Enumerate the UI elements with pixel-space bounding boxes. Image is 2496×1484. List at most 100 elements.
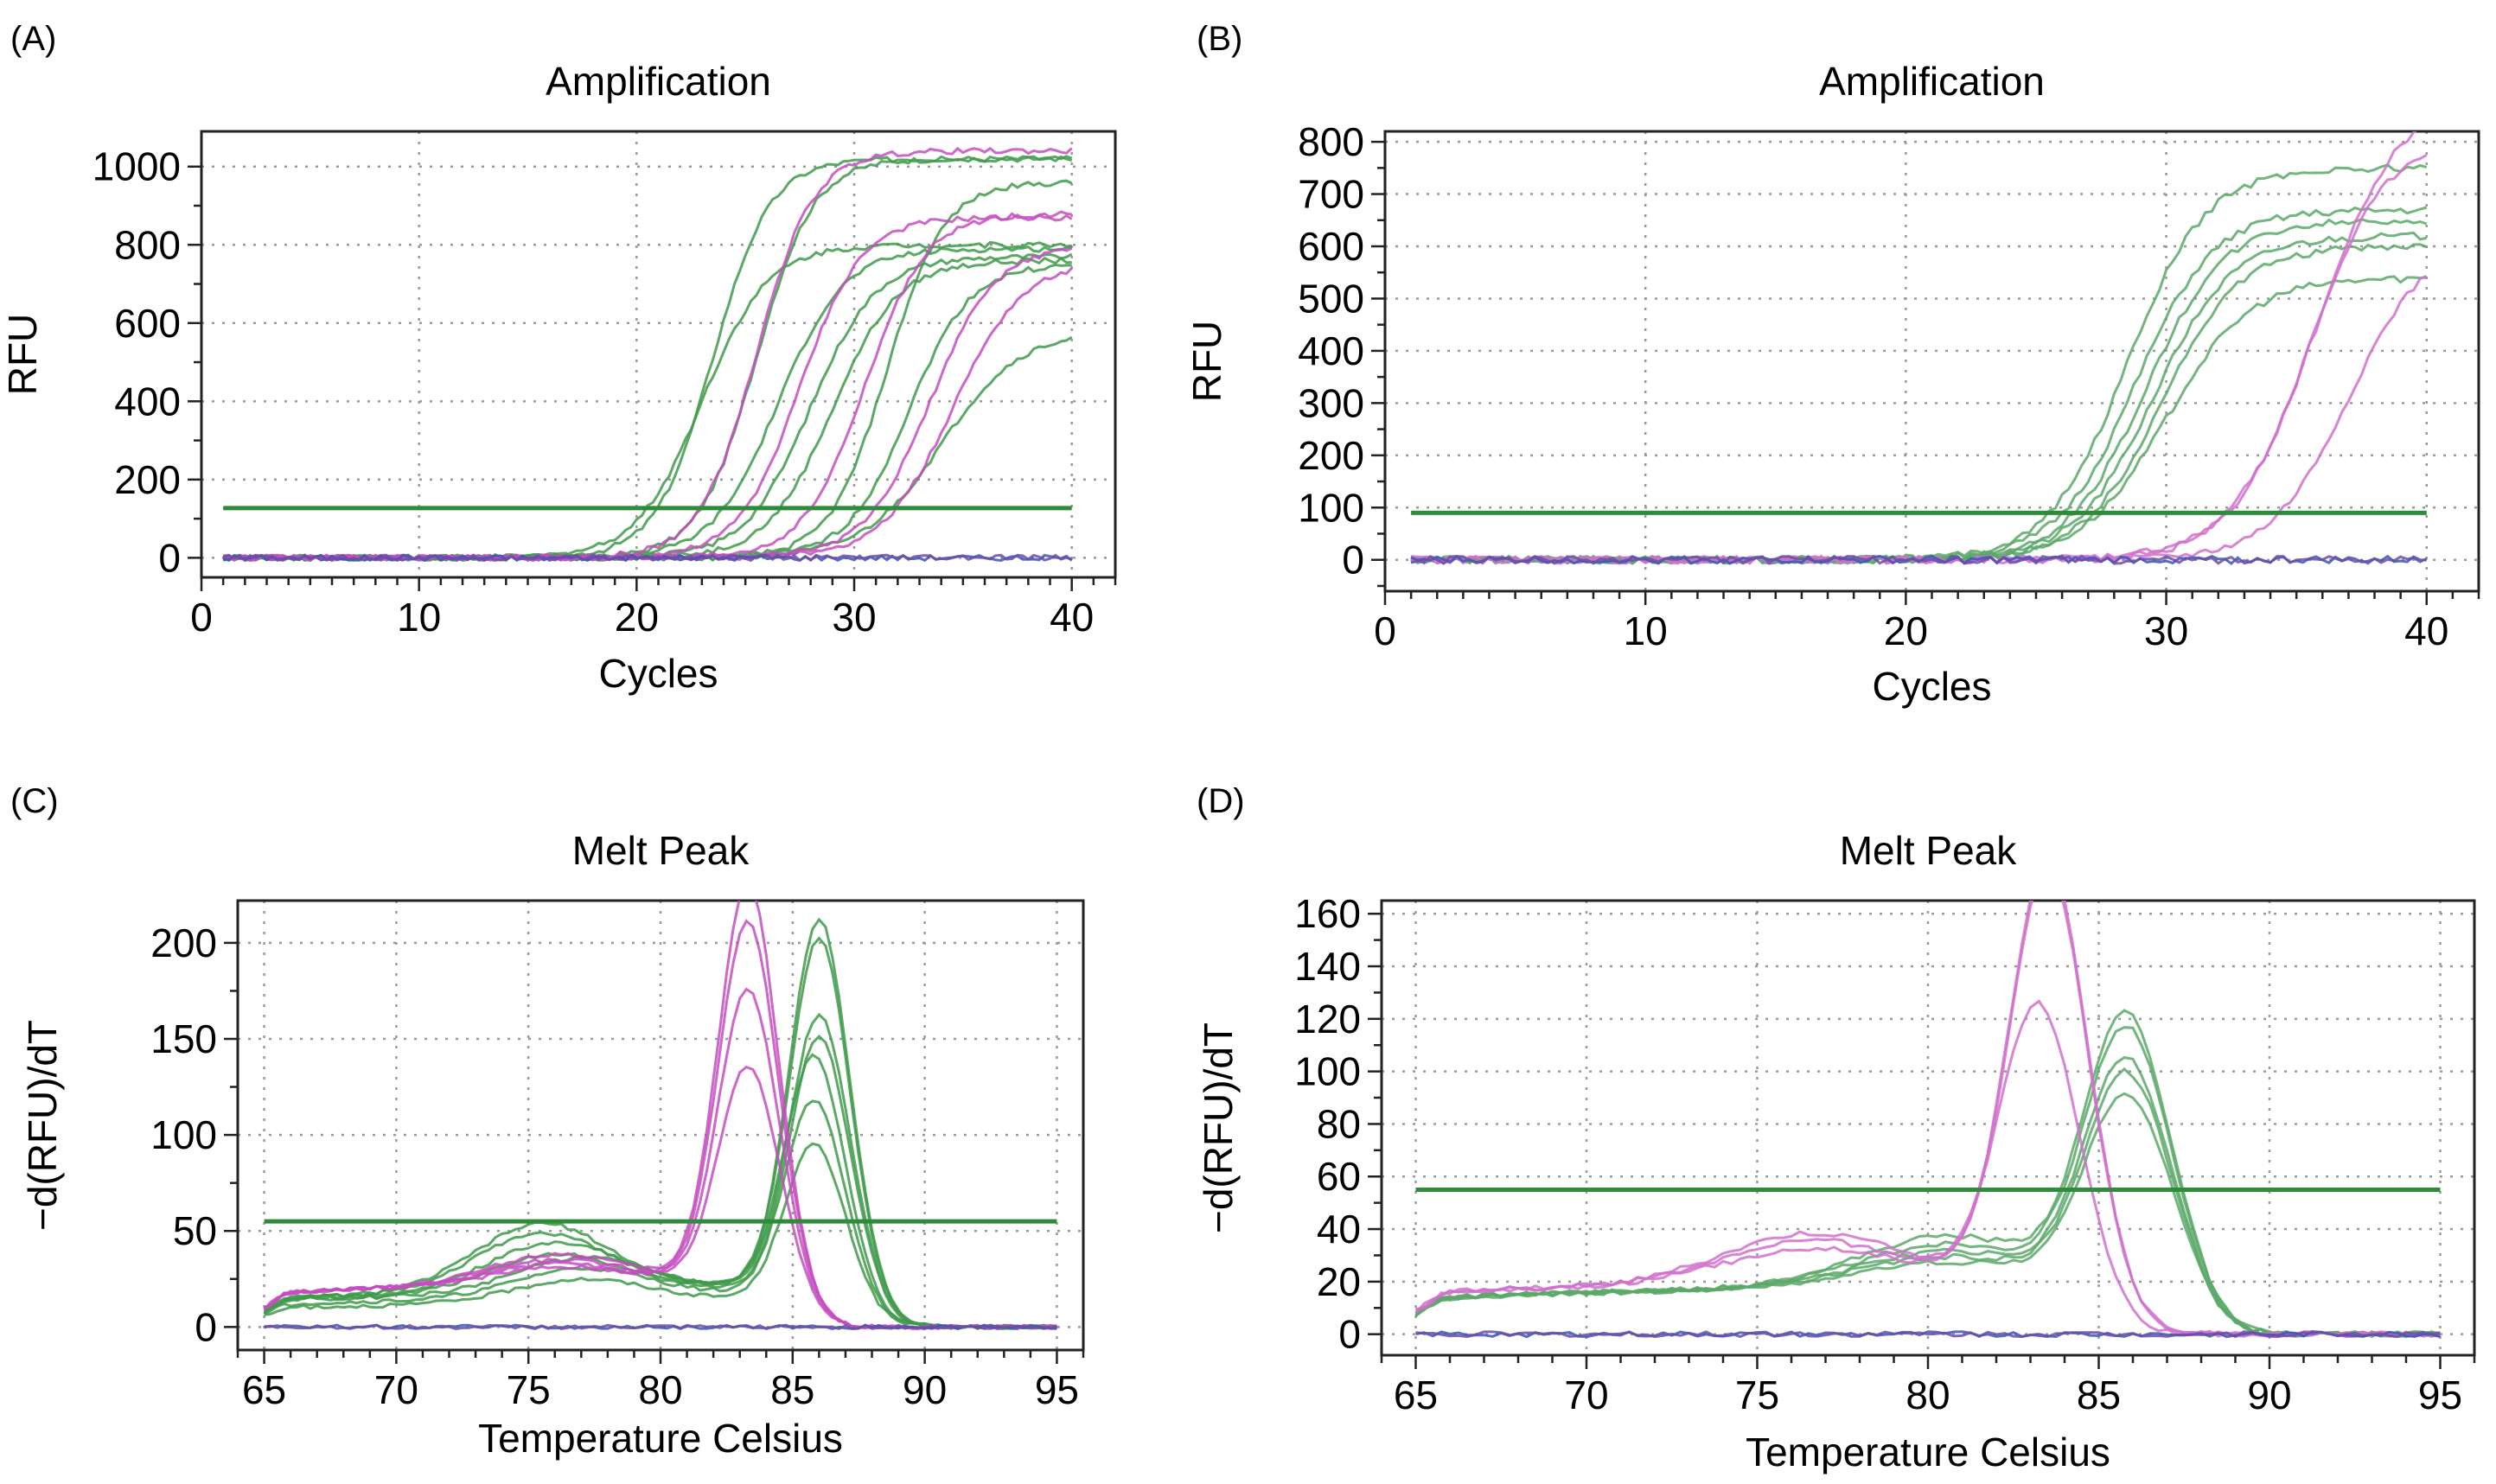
series-line-magenta-1 (1410, 131, 2417, 565)
x-tick-label: 90 (2247, 1373, 2291, 1417)
plot-frame (1383, 130, 2480, 593)
series-line-green-6 (1410, 275, 2427, 565)
y-tick-label: 400 (114, 379, 181, 424)
series-line-green-1 (1410, 163, 2428, 565)
y-tick-label: 500 (1298, 276, 1364, 321)
y-tick-label: 150 (150, 1016, 217, 1061)
x-axis-label: Cycles (1872, 664, 1991, 709)
series-line-green-8 (223, 263, 1072, 563)
y-tick-label: 120 (1294, 997, 1361, 1041)
series-line-negative-2 (264, 1323, 1057, 1331)
panel-label: (D) (1197, 782, 1245, 820)
y-tick-label: 0 (195, 1304, 217, 1349)
y-tick-label: 50 (173, 1208, 217, 1253)
x-tick-label: 30 (832, 595, 876, 640)
y-axis-label: RFU (0, 314, 45, 396)
x-tick-label: 20 (1884, 608, 1928, 653)
series-line-magenta-3 (1414, 999, 2441, 1338)
y-tick-label: 160 (1294, 891, 1361, 936)
x-tick-label: 70 (374, 1367, 418, 1412)
y-tick-label: 100 (1294, 1049, 1361, 1094)
series-group (263, 901, 1057, 1331)
x-tick-label: 90 (903, 1367, 947, 1412)
chart-title: Melt Peak (1840, 828, 2018, 873)
x-tick-label: 65 (242, 1367, 286, 1412)
y-tick-label: 140 (1294, 944, 1361, 989)
x-tick-label: 10 (1624, 608, 1668, 653)
y-tick-label: 0 (1338, 1312, 1361, 1357)
series-line-green-5 (222, 252, 1073, 562)
y-tick-label: 100 (1298, 485, 1364, 530)
series-group (1410, 131, 2428, 565)
x-axis-label: Temperature Celsius (1746, 1430, 2110, 1474)
x-tick-label: 70 (1564, 1373, 1608, 1417)
y-axis-label: −d(RFU)/dT (20, 1020, 65, 1231)
series-line-green-6 (222, 256, 1072, 563)
series-line-magenta-3 (1410, 275, 2428, 565)
y-tick-label: 100 (150, 1112, 217, 1157)
x-tick-label: 85 (2077, 1373, 2121, 1417)
series-line-negative-2 (222, 553, 1073, 563)
panel-label: (A) (10, 20, 56, 58)
y-tick-label: 1000 (93, 144, 181, 189)
series-group (222, 146, 1073, 563)
series-line-negative-1 (1415, 1330, 2441, 1339)
x-tick-label: 10 (397, 595, 441, 640)
y-tick-label: 300 (1298, 380, 1364, 425)
x-tick-label: 65 (1394, 1373, 1438, 1417)
y-tick-label: 600 (1298, 224, 1364, 269)
series-group (1414, 901, 2442, 1339)
y-tick-label: 800 (114, 222, 181, 267)
panel-d: (D) Melt Peak 65 70 75 80 85 90 95 0 20 40 60 80 100 12… (1196, 782, 2476, 1474)
x-tick-label: 40 (2404, 608, 2448, 653)
plot-frame (1380, 899, 2476, 1357)
x-tick-label: 85 (770, 1367, 814, 1412)
series-line-negative-2 (1415, 1330, 2441, 1339)
series-line-magenta-2 (263, 919, 1057, 1331)
x-tick-label: 20 (615, 595, 659, 640)
y-tick-label: 400 (1298, 328, 1364, 373)
series-line-green-3 (223, 155, 1073, 563)
y-tick-label: 60 (1317, 1154, 1361, 1199)
series-line-magenta-5 (222, 267, 1073, 563)
y-axis-label: RFU (1184, 321, 1229, 403)
series-line-negative-2 (1410, 554, 2428, 565)
x-tick-label: 75 (1735, 1373, 1779, 1417)
x-tick-label: 80 (638, 1367, 682, 1412)
y-tick-label: 600 (114, 301, 181, 346)
panel-label: (C) (10, 782, 59, 820)
series-line-magenta-1 (263, 901, 1057, 1330)
y-tick-label: 80 (1317, 1101, 1361, 1146)
y-tick-label: 200 (114, 457, 181, 502)
chart-title: Amplification (546, 59, 771, 104)
x-tick-label: 0 (1374, 608, 1396, 653)
y-tick-label: 200 (150, 920, 217, 965)
panel-c: (C) Melt Peak 65 70 75 80 85 90 95 0 50 100 150 200 Te… (10, 782, 1085, 1461)
x-tick-label: 0 (190, 595, 213, 640)
series-line-green-1 (223, 155, 1073, 563)
chart-title: Melt Peak (572, 828, 750, 873)
y-axis-label: −d(RFU)/dT (1196, 1022, 1241, 1233)
x-tick-label: 30 (2144, 608, 2188, 653)
series-line-green-4 (222, 245, 1072, 562)
y-tick-label: 800 (1298, 119, 1364, 164)
y-tick-label: 200 (1298, 433, 1364, 478)
x-axis-label: Temperature Celsius (478, 1416, 843, 1461)
y-tick-label: 700 (1298, 172, 1364, 217)
x-tick-label: 95 (2418, 1373, 2462, 1417)
series-line-magenta-1 (223, 146, 1073, 563)
x-tick-label: 75 (507, 1367, 551, 1412)
y-tick-label: 0 (158, 535, 181, 580)
y-tick-label: 20 (1317, 1259, 1361, 1304)
series-line-green-2 (222, 240, 1072, 563)
x-axis-label: Cycles (598, 651, 718, 696)
panel-label: (B) (1197, 20, 1242, 58)
series-line-magenta-4 (222, 246, 1073, 563)
y-tick-label: 40 (1317, 1207, 1361, 1252)
y-tick-label: 0 (1342, 538, 1364, 583)
x-tick-label: 80 (1906, 1373, 1950, 1417)
x-tick-label: 40 (1050, 595, 1094, 640)
